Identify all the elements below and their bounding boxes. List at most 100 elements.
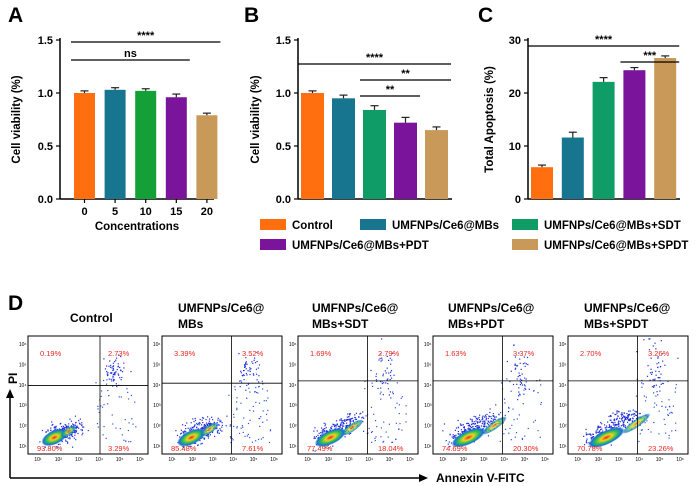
flow-quadrant-ul: 1.63% bbox=[445, 349, 467, 358]
flow-scatter-point bbox=[653, 392, 655, 394]
flow-scatter-point bbox=[508, 407, 510, 409]
flow-scatter-point bbox=[658, 377, 660, 379]
flow-scatter-point bbox=[374, 437, 376, 439]
flow-scatter-point bbox=[605, 425, 608, 427]
flow-scatter-point bbox=[390, 370, 393, 372]
flow-scatter-point bbox=[522, 363, 525, 365]
flow-scatter-point bbox=[623, 416, 625, 418]
flow-y-tick: 10⁵ bbox=[153, 362, 161, 368]
flow-scatter-point bbox=[654, 342, 656, 344]
flow-scatter-point bbox=[455, 434, 457, 436]
flow-scatter-point bbox=[245, 361, 247, 363]
flow-scatter-point bbox=[114, 371, 116, 374]
flow-quadrant-ll: 93.80% bbox=[37, 444, 63, 453]
flow-density-core bbox=[177, 428, 206, 447]
legend-item-spdt: UMFNPs/Ce6@MBs+SPDT bbox=[512, 239, 688, 252]
flow-scatter-point bbox=[350, 417, 352, 420]
flow-quadrant-ul: 2.70% bbox=[580, 349, 602, 358]
flow-scatter-point bbox=[341, 420, 343, 422]
flow-scatter-point bbox=[466, 422, 468, 425]
flow-scatter-point bbox=[480, 425, 482, 427]
flow-scatter-point bbox=[653, 385, 656, 387]
flow-scatter-point bbox=[97, 408, 99, 410]
flow-scatter-point bbox=[648, 338, 650, 340]
flow-scatter-point bbox=[247, 370, 249, 372]
flow-scatter-point bbox=[268, 441, 271, 444]
flow-quadrant-lr: 23.26% bbox=[648, 444, 674, 453]
bar-4 bbox=[623, 70, 646, 200]
flow-scatter-point bbox=[391, 359, 393, 361]
significance-label: ** bbox=[386, 84, 395, 96]
flow-scatter-point bbox=[625, 418, 627, 420]
flow-scatter-point bbox=[525, 388, 527, 390]
flow-scatter-point bbox=[599, 428, 602, 431]
flow-scatter-point bbox=[262, 383, 264, 385]
flow-scatter-point bbox=[493, 415, 495, 417]
flow-scatter-point bbox=[540, 401, 542, 404]
flow-scatter-point bbox=[585, 440, 588, 442]
flow-y-tick: 10⁶ bbox=[289, 342, 297, 348]
flow-scatter-point bbox=[53, 427, 55, 429]
flow-scatter-point bbox=[105, 437, 107, 439]
flow-scatter-point bbox=[668, 434, 670, 437]
flow-scatter-point bbox=[265, 400, 267, 402]
flow-scatter-point bbox=[269, 429, 272, 431]
flow-scatter-point bbox=[108, 378, 110, 380]
flow-scatter-point bbox=[512, 383, 515, 386]
flow-scatter-point bbox=[236, 426, 238, 428]
flow-scatter-point bbox=[490, 415, 492, 418]
flow-scatter-point bbox=[191, 427, 193, 429]
flow-scatter-point bbox=[336, 424, 339, 426]
bar-5 bbox=[196, 115, 218, 199]
flow-scatter-point bbox=[127, 429, 130, 432]
flow-scatter-point bbox=[240, 372, 242, 374]
flow-title-control: Control bbox=[70, 311, 113, 325]
flow-y-tick: 10⁴ bbox=[424, 383, 432, 389]
flow-scatter-point bbox=[197, 444, 199, 447]
flow-scatter-point bbox=[53, 426, 56, 428]
flow-scatter-point bbox=[635, 395, 637, 397]
flow-quadrant-ul: 1.69% bbox=[310, 349, 332, 358]
flow-scatter-point bbox=[105, 383, 108, 385]
legend-swatch-control bbox=[260, 219, 286, 230]
flow-x-tick: 10⁶ bbox=[270, 457, 278, 463]
flow-scatter-point bbox=[200, 443, 202, 445]
flow-x-tick: 10⁴ bbox=[635, 457, 643, 463]
flow-scatter-point bbox=[204, 425, 207, 427]
flow-scatter-point bbox=[50, 429, 52, 432]
flow-scatter-point bbox=[463, 426, 466, 428]
flow-scatter-point bbox=[482, 425, 485, 427]
flow-scatter-point bbox=[474, 425, 477, 428]
flow-scatter-point bbox=[343, 422, 345, 425]
flow-scatter-point bbox=[623, 412, 625, 414]
flow-scatter-point bbox=[112, 380, 114, 382]
flow-scatter-point bbox=[236, 409, 238, 411]
flow-scatter-point bbox=[477, 424, 479, 427]
flow-scatter-point bbox=[324, 428, 326, 430]
flow-scatter-point bbox=[124, 418, 126, 421]
flow-scatter-point bbox=[467, 422, 470, 425]
flow-scatter-point bbox=[314, 427, 316, 429]
flow-scatter-point bbox=[669, 412, 671, 414]
flow-scatter-point bbox=[647, 365, 649, 367]
flow-quadrant-lr: 7.61% bbox=[242, 444, 264, 453]
flow-scatter-point bbox=[468, 424, 471, 427]
flow-scatter-point bbox=[347, 424, 349, 427]
flow-scatter-point bbox=[453, 435, 456, 437]
flow-scatter-point bbox=[75, 422, 77, 424]
flow-scatter-point bbox=[65, 439, 67, 441]
y-tick-label: 1.0 bbox=[276, 88, 291, 100]
flow-scatter-point bbox=[258, 385, 260, 388]
flow-scatter-point bbox=[236, 427, 238, 429]
flow-x-tick: 10¹ bbox=[574, 457, 582, 463]
flow-scatter-point bbox=[64, 427, 66, 429]
flow-scatter-point bbox=[610, 427, 612, 429]
flow-scatter-point bbox=[461, 424, 463, 426]
flow-scatter-point bbox=[525, 378, 527, 380]
flow-scatter-point bbox=[374, 439, 376, 442]
flow-scatter-point bbox=[240, 402, 242, 404]
flow-scatter-point bbox=[63, 428, 66, 430]
flow-x-tick: 10⁶ bbox=[676, 457, 684, 463]
flow-x-tick: 10² bbox=[189, 457, 197, 463]
